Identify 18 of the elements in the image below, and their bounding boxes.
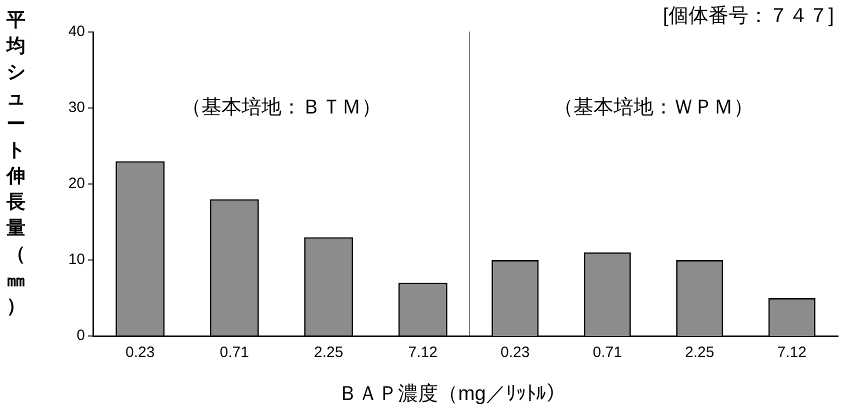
y-tick-label: 40 <box>68 23 85 40</box>
text: 平均シュート伸長量（㎜） <box>6 10 26 317</box>
annotation: （基本培地：ＷＰＭ） <box>554 96 754 119</box>
annotation: （基本培地：ＢＴＭ） <box>182 96 382 119</box>
x-tick-label: 0.71 <box>592 344 622 362</box>
y-tick-label: 30 <box>68 99 85 116</box>
x-tick-label: 2.25 <box>685 344 714 362</box>
x-axis-title: ＢＡＰ濃度（mg／ﾘｯﾄﾙ） <box>337 382 567 407</box>
y-tick-label: 10 <box>68 251 85 268</box>
x-tick-label: 0.71 <box>220 344 249 362</box>
y-tick-label: 20 <box>68 175 85 192</box>
x-tick-label: 2.25 <box>314 344 344 362</box>
chart-title: [個体番号：７４７] <box>662 4 834 29</box>
x-tick-label: 0.23 <box>126 344 155 362</box>
x-tick-label: 0.23 <box>500 344 530 362</box>
x-tick-label: 7.12 <box>408 344 438 362</box>
x-tick-label: 7.12 <box>777 344 806 362</box>
y-tick-label: 0 <box>76 327 85 344</box>
